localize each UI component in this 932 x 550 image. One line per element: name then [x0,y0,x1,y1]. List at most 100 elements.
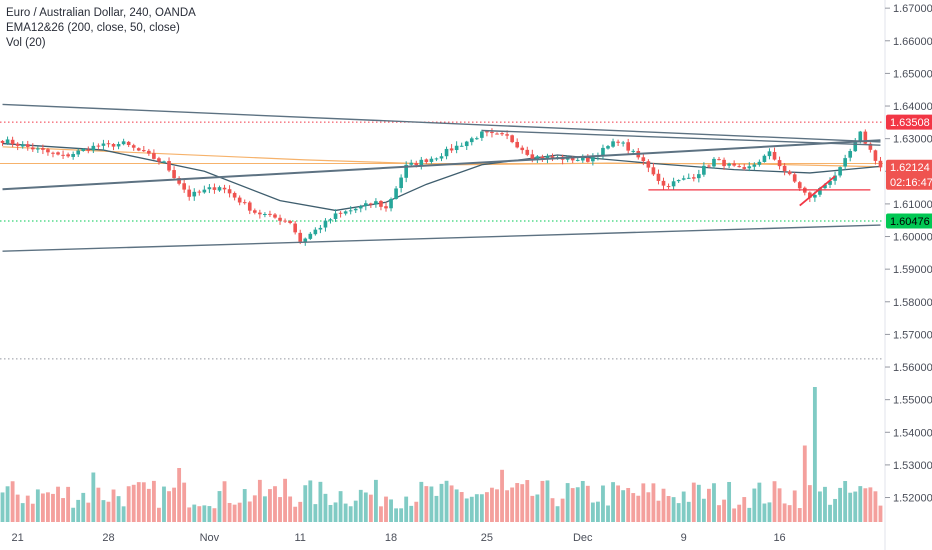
volume-bar [146,488,151,522]
candle-body [762,155,767,162]
candle [207,184,212,194]
candle-body [96,145,101,147]
candle-body [439,156,444,159]
candle-body [641,157,646,162]
candle [217,185,222,192]
candle-body [131,145,136,148]
candle [702,162,706,177]
candle [868,142,873,153]
candle-body [686,177,691,179]
candle-body [232,192,237,198]
candle-body [697,174,701,179]
candle-body [475,138,479,140]
volume-bar [373,479,378,522]
candle-body [202,189,207,193]
trendline [2,139,881,191]
candle [25,140,30,151]
volume-bar [812,387,817,522]
candle [691,173,696,182]
candle-body [429,158,434,162]
candle-body [843,158,847,167]
volume-bar [717,505,721,522]
candle-body [606,146,610,149]
candle [182,179,186,193]
volume-bar [469,496,474,522]
candle-body [777,160,782,167]
candle [737,163,742,168]
candle-body [409,162,414,165]
volume-bar [368,494,373,522]
candle [429,156,434,164]
volume-bar [212,508,217,522]
price-tick-label: 1.55000 [893,395,932,407]
candle [792,172,797,184]
candle-body [182,183,186,190]
candlesticks [0,128,883,246]
candle [343,210,348,216]
candle [591,153,595,166]
candle [222,184,227,194]
candle [459,142,464,147]
candle [313,227,318,236]
indicator-ema[interactable]: EMA12&26 (200, close, 50, close) [6,22,180,34]
candle-body [631,150,636,152]
candle-body [30,147,35,150]
candle-body [626,142,631,151]
candle-body [727,163,731,166]
candle-body [752,164,757,167]
volume-bar [328,504,333,522]
candle [656,169,661,185]
symbol-title[interactable]: Euro / Australian Dollar, 240, OANDA [6,7,196,19]
volume-bar [222,481,227,522]
candle-body [404,164,408,178]
candle-body [141,150,146,152]
volume-bar [384,496,388,522]
candle-body [540,156,545,159]
candle-body [621,142,625,144]
volume-bar [424,486,429,522]
candle-body [434,158,439,160]
candle [126,140,131,148]
candle-body [152,153,156,159]
volume-bar [0,492,5,522]
indicator-volume[interactable]: Vol (20) [6,37,46,49]
volume-bar [787,505,792,522]
candle [676,179,681,183]
candle [671,177,676,190]
price-tick-label: 1.57000 [893,329,932,341]
volume-bar [701,498,706,522]
candle-body [167,161,171,171]
candle [510,134,514,144]
volume-bar [616,485,621,522]
candle [338,211,343,218]
volume-bars [0,387,883,522]
candle [273,213,277,219]
candle-body [828,181,832,185]
time-tick-label: Dec [573,532,593,544]
volume-bar [202,505,207,522]
candle-body [358,206,363,209]
candle-body [308,233,313,239]
candle-body [278,217,282,221]
candle-body [86,149,91,151]
volume-bar [116,496,121,522]
candle-body [227,189,232,194]
candle-body [91,145,96,151]
volume-bar [666,496,671,522]
time-tick-label: 21 [12,532,24,544]
volume-bar [722,499,726,522]
volume-bar [86,502,91,522]
volume-bar [338,491,343,522]
candle [56,151,60,156]
candle [101,139,106,151]
volume-bar [121,506,126,522]
volume-bar [429,486,434,522]
candle [369,202,373,208]
candle-body [263,214,267,216]
volume-bar [823,486,827,522]
volume-bar [474,494,479,522]
volume-bar [5,486,10,522]
volume-bar [525,480,530,522]
volume-bar [247,501,252,522]
